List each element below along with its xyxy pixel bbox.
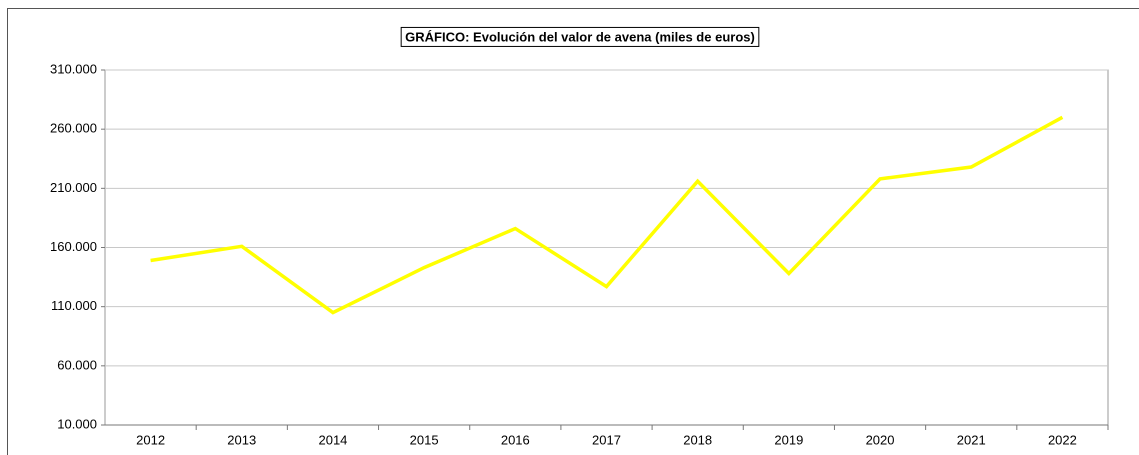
y-tick-label: 10.000 (57, 416, 97, 431)
x-tick-label: 2015 (410, 432, 439, 447)
x-tick-label: 2020 (866, 432, 895, 447)
line-series (150, 115, 1064, 315)
x-tick-label: 2013 (227, 432, 256, 447)
x-tick-label: 2016 (501, 432, 530, 447)
y-tick-label: 110.000 (51, 298, 97, 313)
y-tick-label: 260.000 (50, 121, 97, 136)
y-tick-label: 60.000 (57, 357, 97, 372)
title-box (400, 26, 760, 47)
y-tick-label: 160.000 (50, 239, 97, 254)
x-tick-label: 2014 (318, 432, 347, 447)
x-tick-label: 2022 (1048, 432, 1077, 447)
x-tick-label: 2018 (683, 432, 712, 447)
x-tick-label: 2021 (957, 432, 986, 447)
y-tick-label: 310.000 (50, 61, 97, 76)
x-tick-label: 2017 (592, 432, 621, 447)
chart-title: GRÁFICO: Evolución del valor de avena (m… (405, 29, 755, 44)
x-tick-label: 2012 (136, 432, 165, 447)
y-tick-label: 210.000 (50, 180, 97, 195)
x-tick-label: 2019 (774, 432, 803, 447)
